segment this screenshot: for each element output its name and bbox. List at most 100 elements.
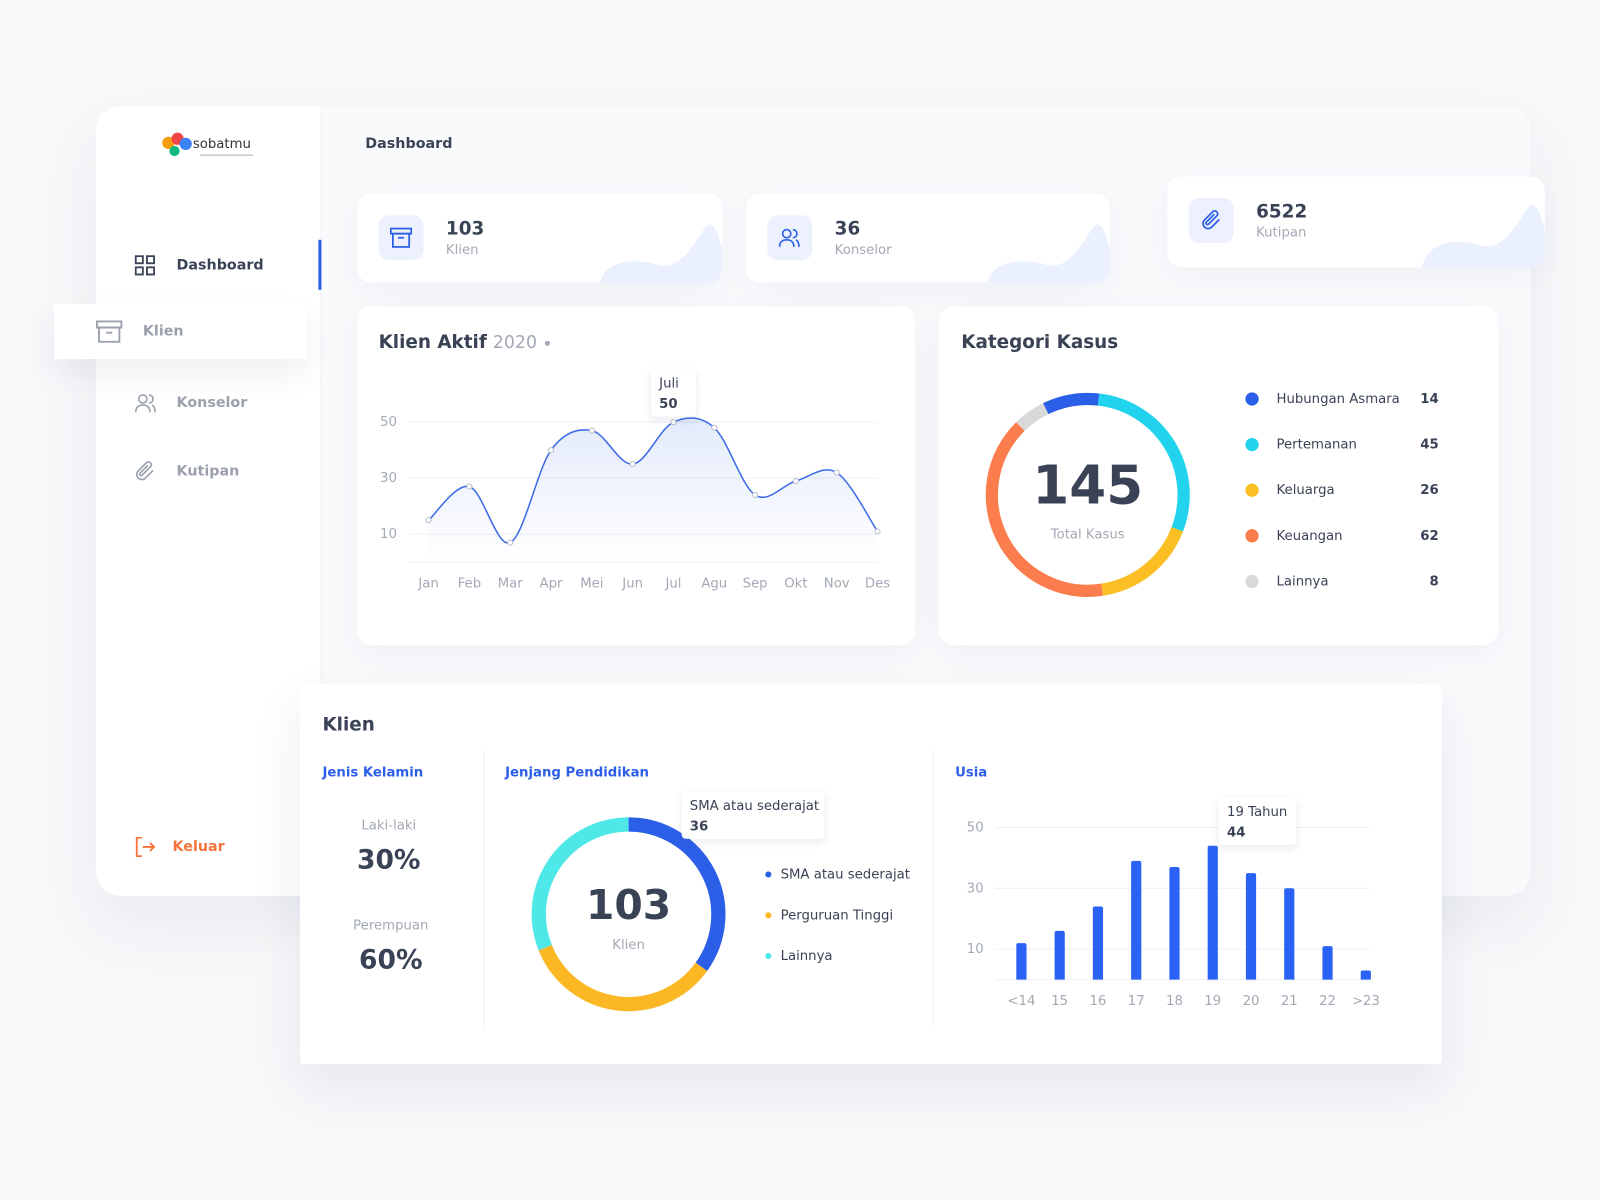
- bar: [1322, 946, 1333, 980]
- stat-icon: [1188, 197, 1234, 243]
- logout[interactable]: Keluar: [135, 836, 225, 858]
- icon: [778, 228, 800, 247]
- gender-label: Perempuan: [353, 918, 429, 934]
- tooltip-value: 50: [659, 397, 677, 412]
- legend-value: 62: [1420, 529, 1438, 544]
- icon-shape: [148, 394, 156, 413]
- page-title: Dashboard: [365, 135, 453, 153]
- x-tick-label: >23: [1352, 994, 1380, 1009]
- stat-card: 36 Konselor: [745, 193, 1111, 283]
- gender-label: Laki-laki: [361, 818, 417, 834]
- icon: [135, 836, 156, 858]
- logo: sobatmu: [162, 132, 254, 157]
- menu-item[interactable]: Dashboard: [134, 255, 264, 276]
- stat-value: 103: [445, 218, 485, 240]
- x-tick-label: 18: [1166, 994, 1183, 1009]
- bar: [1207, 845, 1218, 980]
- decor-wave: [987, 224, 1111, 283]
- divider: [483, 751, 485, 1027]
- gender-value: 60%: [359, 944, 423, 976]
- icon-shape: [137, 394, 148, 404]
- icon: [135, 461, 154, 481]
- donut-total: 103: [586, 881, 671, 929]
- divider: [932, 751, 934, 1027]
- x-tick-label: 21: [1281, 994, 1298, 1009]
- decor-wave: [1422, 204, 1545, 268]
- icon-shape: [162, 136, 175, 149]
- section-title: Usia: [955, 765, 988, 781]
- legend-label: Keluarga: [1277, 483, 1335, 498]
- menu-item-hover[interactable]: Klien: [54, 304, 307, 360]
- legend-dot: [765, 871, 772, 878]
- stat-card: 103 Klien: [357, 193, 723, 283]
- y-tick-label: 30: [380, 471, 397, 486]
- icon-shape: [1202, 210, 1220, 230]
- icon-shape: [135, 836, 156, 858]
- stat-label: Klien: [445, 242, 479, 259]
- donut-segment: [1097, 393, 1190, 532]
- icon-shape: [98, 326, 121, 343]
- bar: [1245, 873, 1257, 980]
- legend-value: 26: [1420, 483, 1438, 498]
- tooltip-label: 19 Tahun: [1227, 805, 1287, 820]
- donut-total: 145: [1032, 454, 1143, 516]
- menu-item[interactable]: Klien: [96, 320, 184, 343]
- menu-item[interactable]: Kutipan: [135, 461, 239, 481]
- gender-value: 30%: [357, 844, 421, 876]
- card-title: Klien: [322, 714, 375, 736]
- active-indicator: [318, 239, 322, 290]
- icon-shape: [1422, 204, 1545, 268]
- x-tick-label: 20: [1243, 994, 1260, 1009]
- icon-shape: [146, 266, 155, 276]
- legend-label: Lainnya: [781, 949, 833, 964]
- tooltip: [681, 791, 825, 839]
- bar: [1360, 970, 1371, 980]
- icon-shape: [987, 224, 1111, 283]
- icon-shape: [599, 224, 723, 283]
- donut-total-label: Klien: [612, 938, 645, 953]
- x-tick-label: Jun: [621, 577, 643, 592]
- point: [792, 477, 799, 485]
- tooltip-label: Juli: [658, 377, 679, 392]
- x-tick-label: 19: [1204, 994, 1221, 1009]
- period[interactable]: 2020: [492, 332, 538, 354]
- stat-card: 6522 Kutipan: [1167, 176, 1545, 268]
- x-tick-label: Sep: [743, 577, 768, 592]
- x-tick-label: Nov: [824, 577, 850, 592]
- x-tick-label: 15: [1051, 994, 1068, 1009]
- y-tick-label: 30: [967, 881, 984, 896]
- icon: [1202, 210, 1220, 230]
- tooltip-label: SMA atau sederajat: [690, 799, 819, 814]
- menu-label: Klien: [142, 323, 184, 340]
- menu-item[interactable]: Konselor: [134, 393, 247, 413]
- menu-label: Dashboard: [176, 257, 264, 274]
- x-tick-label: Des: [865, 577, 890, 592]
- legend-label: Hubungan Asmara: [1277, 392, 1400, 407]
- legend-value: 45: [1420, 438, 1438, 453]
- stat-value: 36: [834, 218, 861, 240]
- donut-segment: [985, 422, 1103, 597]
- x-tick-label: Mei: [580, 577, 603, 592]
- point: [833, 469, 840, 476]
- legend-dot: [1245, 437, 1259, 452]
- point: [752, 491, 759, 499]
- legend-dot: [765, 912, 772, 919]
- icon-shape: [135, 461, 154, 481]
- tooltip-value: 44: [1227, 826, 1245, 841]
- x-tick-label: Mar: [498, 577, 524, 592]
- donut-segment: [538, 944, 708, 1012]
- stat-label: Kutipan: [1256, 225, 1307, 241]
- section-title: Jenis Kelamin: [322, 765, 424, 781]
- tooltip-value: 36: [690, 820, 708, 835]
- legend-value: 8: [1430, 574, 1439, 589]
- icon: [96, 320, 123, 343]
- donut-segment: [1016, 403, 1049, 432]
- donut-segment: [628, 817, 726, 972]
- tooltip: [651, 369, 696, 417]
- card-title: Kategori Kasus: [961, 331, 1119, 354]
- icon-shape: [781, 228, 792, 239]
- point: [588, 427, 595, 434]
- x-tick-label: Agu: [701, 577, 727, 592]
